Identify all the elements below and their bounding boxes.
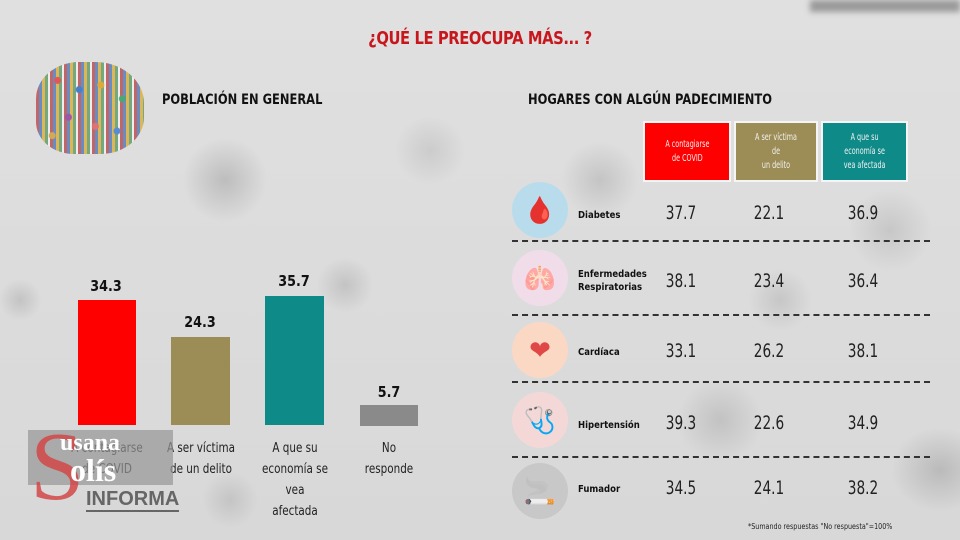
watermark-box xyxy=(28,430,173,485)
lungs-icon: 🫁 xyxy=(512,250,568,306)
column-header-economia: A que su economía se vea afectada xyxy=(823,123,906,180)
bar-delito xyxy=(171,337,230,425)
watermark-logo: S usana olís INFORMA xyxy=(28,418,180,516)
row-label: Cardíaca xyxy=(578,347,620,358)
cell-covid: 34.5 xyxy=(665,477,697,499)
bar-value: 35.7 xyxy=(278,272,310,290)
footnote: *Sumando respuestas "No respuesta"=100% xyxy=(748,522,893,531)
row-label: Diabetes xyxy=(578,210,621,221)
cell-delito: 22.1 xyxy=(753,202,785,224)
cell-delito: 26.2 xyxy=(753,340,785,362)
corner-shadow xyxy=(810,0,960,12)
column-header-covid: A contagiarse de COVID xyxy=(645,123,729,180)
bar-covid xyxy=(78,300,136,425)
table-row-cardiaca: ❤ Cardíaca 33.1 26.2 38.1 xyxy=(512,322,930,382)
cell-delito: 22.6 xyxy=(753,412,785,434)
bar-value: 5.7 xyxy=(377,383,401,401)
cell-covid: 37.7 xyxy=(665,202,697,224)
cigarette-icon: 🚬 xyxy=(512,463,568,519)
column-header-delito: A ser víctima de un delito xyxy=(736,123,816,180)
bar-label-economia: A que su economía se vea afectada xyxy=(262,441,328,519)
bar-label-no-responde: No responde xyxy=(364,441,414,477)
bar-no-responde xyxy=(360,405,418,426)
heart-icon: ❤ xyxy=(512,322,568,378)
glucometer-icon: 🩸 xyxy=(512,182,568,238)
bar-value: 24.3 xyxy=(184,313,216,331)
bar-value: 34.3 xyxy=(90,277,122,295)
cell-covid: 38.1 xyxy=(665,270,697,292)
cell-economia: 36.9 xyxy=(847,202,879,224)
row-divider xyxy=(512,240,930,242)
cell-economia: 38.1 xyxy=(847,340,879,362)
row-divider xyxy=(512,456,930,458)
cell-economia: 34.9 xyxy=(847,412,879,434)
right-panel-title: HOGARES CON ALGÚN PADECIMIENTO xyxy=(528,92,773,108)
table-row-diabetes: 🩸 Diabetes 37.7 22.1 36.9 xyxy=(512,182,930,242)
bar-label-delito: A ser víctima de un delito xyxy=(166,441,236,477)
row-label: Hipertensión xyxy=(578,420,640,431)
cell-covid: 33.1 xyxy=(665,340,697,362)
crowd-icon xyxy=(36,62,144,154)
row-divider xyxy=(512,314,930,316)
stethoscope-icon: 🩺 xyxy=(512,392,568,448)
cell-delito: 24.1 xyxy=(753,477,785,499)
watermark-solis: olís xyxy=(70,452,117,488)
row-divider xyxy=(512,381,930,383)
left-panel-title: POBLACIÓN EN GENERAL xyxy=(162,92,323,108)
watermark-informa: INFORMA xyxy=(86,488,180,512)
cell-delito: 23.4 xyxy=(753,270,785,292)
table-row-hipertension: 🩺 Hipertensión 39.3 22.6 34.9 xyxy=(512,392,930,452)
cell-economia: 36.4 xyxy=(847,270,879,292)
watermark-usana: usana xyxy=(60,430,121,456)
page-title: ¿QUÉ LE PREOCUPA MÁS... ? xyxy=(368,28,592,49)
table-row-fumador: 🚬 Fumador 34.5 24.1 38.2 xyxy=(512,463,930,523)
bar-economia xyxy=(265,296,324,425)
cell-economia: 38.2 xyxy=(847,477,879,499)
row-label: Fumador xyxy=(578,484,621,495)
cell-covid: 39.3 xyxy=(665,412,697,434)
row-label: Enfermedades Respiratorias xyxy=(578,269,647,293)
watermark-s: S xyxy=(30,413,85,521)
table-row-respiratorias: 🫁 Enfermedades Respiratorias 38.1 23.4 3… xyxy=(512,250,930,310)
